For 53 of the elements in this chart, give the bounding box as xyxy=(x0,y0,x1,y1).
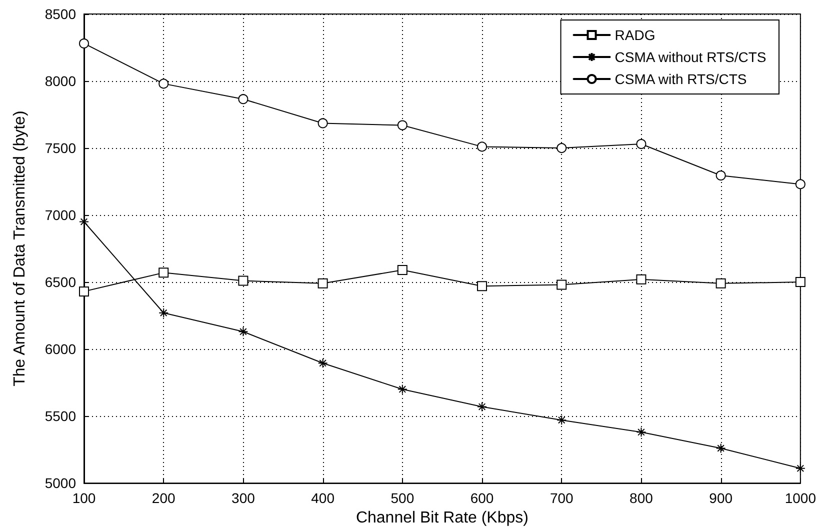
y-tick-label: 5000 xyxy=(44,475,76,492)
point xyxy=(79,38,89,48)
y-tick-label: 5500 xyxy=(44,408,76,424)
x-tick-label: 900 xyxy=(709,490,733,506)
point xyxy=(795,277,806,288)
x-tick-label: 500 xyxy=(390,490,414,506)
y-tick-label: 7000 xyxy=(44,207,76,224)
x-axis-title: Channel Bit Rate (Kbps) xyxy=(356,510,528,526)
point xyxy=(158,308,169,318)
point xyxy=(238,94,248,104)
point xyxy=(397,120,408,130)
point xyxy=(318,278,328,288)
point xyxy=(318,118,328,128)
point xyxy=(397,264,408,275)
point xyxy=(636,139,646,150)
point xyxy=(716,278,726,288)
y-tick-label: 7500 xyxy=(44,140,76,156)
point xyxy=(158,268,169,278)
point xyxy=(158,78,169,89)
point xyxy=(477,142,488,152)
y-tick-label: 6500 xyxy=(44,274,76,290)
point xyxy=(795,179,806,190)
point xyxy=(556,143,567,154)
point xyxy=(716,443,726,454)
x-tick-label: 300 xyxy=(232,490,256,506)
point xyxy=(477,402,488,412)
point xyxy=(556,415,567,426)
x-tick-label: 800 xyxy=(630,490,654,506)
x-tick-label: 100 xyxy=(72,490,96,506)
point xyxy=(716,170,726,180)
point xyxy=(238,326,248,337)
x-tick-label: 600 xyxy=(470,490,494,506)
point xyxy=(79,286,89,296)
point xyxy=(636,427,646,438)
point xyxy=(636,274,646,284)
y-axis-title: The Amount of Data Transmitted (byte) xyxy=(12,110,28,386)
point xyxy=(79,216,89,227)
point xyxy=(556,280,567,290)
point xyxy=(318,358,328,368)
legend-label: CSMA without RTS/CTS xyxy=(614,49,766,65)
x-tick-label: 400 xyxy=(311,490,335,506)
point xyxy=(795,463,806,474)
point xyxy=(397,384,408,394)
y-tick-label: 8500 xyxy=(44,6,76,22)
x-tick-label: 700 xyxy=(550,490,574,506)
y-tick-label: 6000 xyxy=(44,341,76,358)
x-tick-label: 1000 xyxy=(784,490,816,506)
y-tick-label: 8000 xyxy=(44,73,76,90)
point xyxy=(477,281,488,292)
legend-label: CSMA with RTS/CTS xyxy=(614,71,747,87)
point xyxy=(238,276,248,286)
x-tick-label: 200 xyxy=(152,490,176,506)
legend-label: RADG xyxy=(614,27,656,43)
